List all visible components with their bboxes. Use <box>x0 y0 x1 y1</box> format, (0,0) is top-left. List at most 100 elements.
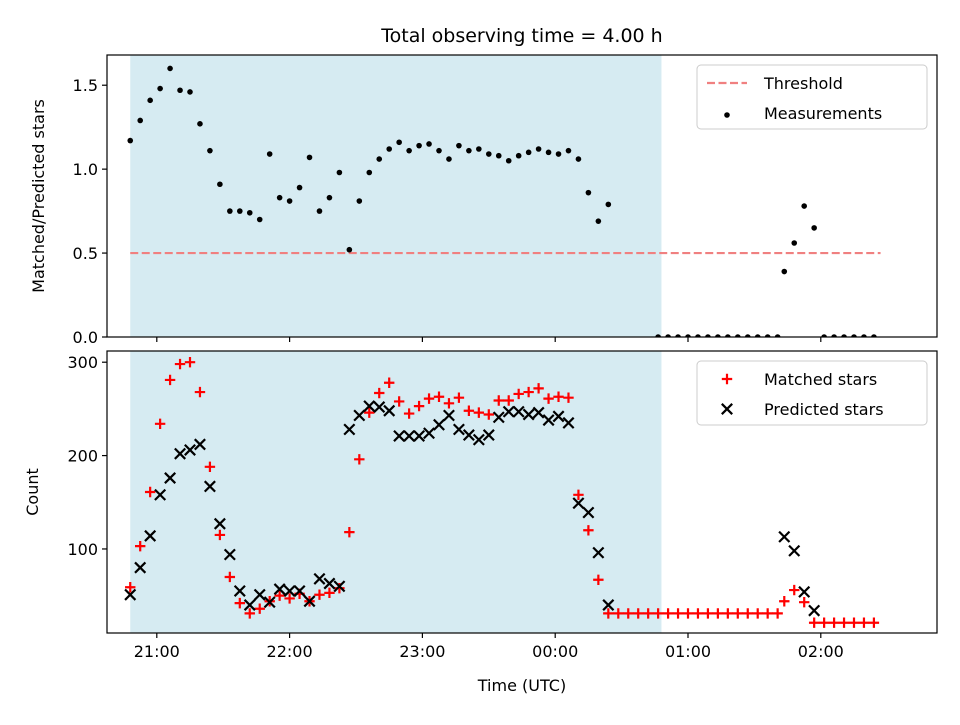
matched-star-point <box>868 617 880 628</box>
measurement-point <box>326 194 333 201</box>
matched-star-point <box>354 454 365 465</box>
measurement-point <box>585 189 592 196</box>
predicted-star-point <box>778 530 791 543</box>
legend-matched-swatch <box>721 373 733 385</box>
legend-box <box>696 360 928 426</box>
predicted-star-point <box>323 577 336 590</box>
measurement-point <box>725 334 731 337</box>
legend: Matched stars Predicted stars <box>696 360 928 426</box>
predicted-star-point <box>808 604 821 617</box>
matched-star-point <box>244 608 255 619</box>
matched-star-point <box>818 617 830 628</box>
predicted-star-point <box>572 497 585 510</box>
matched-star-point <box>563 392 574 403</box>
predicted-star-point <box>343 423 356 436</box>
predicted-star-point <box>293 585 306 597</box>
predicted-star-point <box>134 561 147 574</box>
y-tick-label: 300 <box>67 353 98 372</box>
legend-label: Measurements <box>764 104 882 123</box>
matched-star-point <box>642 608 654 619</box>
predicted-star-point <box>413 429 426 442</box>
matched-star-point <box>125 582 136 593</box>
measurement-point <box>177 87 183 94</box>
matched-star-point <box>463 405 475 416</box>
measurement-point <box>416 142 422 149</box>
legend-predicted-swatch <box>721 403 733 415</box>
predicted-star-point <box>383 404 396 417</box>
chart-title: Total observing time = 4.00 h <box>380 25 662 47</box>
measurement-point <box>515 152 522 159</box>
x-tick-label: 21:00 <box>134 642 180 661</box>
measurement-point <box>605 201 612 208</box>
predicted-star-point <box>552 410 565 423</box>
x-axis-label: Time (UTC) <box>477 676 566 695</box>
matched-star-point <box>204 461 216 472</box>
measurement-point <box>276 194 283 201</box>
matched-star-point <box>692 608 704 619</box>
matched-star-point <box>443 398 455 409</box>
matched-star-point <box>573 489 584 501</box>
matched-star-point <box>384 377 395 388</box>
measurement-point <box>774 334 781 337</box>
predicted-star-point <box>333 580 346 593</box>
matched-star-point <box>473 407 485 418</box>
predicted-star-point <box>373 401 386 414</box>
predicted-star-point <box>144 529 157 542</box>
measurement-point <box>705 334 711 337</box>
predicted-star-point <box>462 429 475 442</box>
matched-star-point <box>702 608 714 619</box>
matched-star-point <box>682 608 694 619</box>
measurement-point <box>137 117 143 124</box>
x-tick-label: 02:00 <box>798 642 844 661</box>
matched-star-point <box>154 418 166 430</box>
matched-star-point <box>453 392 465 403</box>
y-tick-label: 200 <box>67 447 98 466</box>
matched-star-point <box>314 589 325 600</box>
matched-star-point <box>722 608 734 619</box>
predicted-star-point <box>213 517 226 530</box>
predicted-star-point <box>798 585 811 598</box>
measurement-point <box>466 147 472 154</box>
measurement-point <box>356 198 363 204</box>
predicted-star-point <box>602 599 615 611</box>
measurement-point <box>227 208 233 214</box>
predicted-star-point <box>393 429 406 442</box>
measurement-point <box>237 208 243 214</box>
matched-star-point <box>234 597 245 609</box>
predicted-star-point <box>403 429 416 442</box>
matched-star-point <box>433 391 445 402</box>
predicted-star-point <box>193 438 206 451</box>
predicted-star-point <box>263 596 276 609</box>
matched-star-point <box>503 395 514 406</box>
y-axis-label: Count <box>23 468 42 516</box>
predicted-star-point <box>124 588 137 601</box>
matched-star-point <box>613 608 624 619</box>
measurement-point <box>555 151 562 157</box>
measurement-point <box>167 65 173 72</box>
matched-star-point <box>274 590 285 601</box>
y-tick-label: 0.0 <box>73 328 98 347</box>
y-tick-label: 0.5 <box>73 244 98 263</box>
measurement-point <box>396 139 402 146</box>
measurement-point <box>675 334 681 337</box>
measurement-point <box>535 146 542 152</box>
matched-star-point <box>413 400 425 412</box>
measurement-point <box>147 97 153 104</box>
predicted-star-point <box>442 409 455 422</box>
predicted-star-point <box>788 544 801 557</box>
matched-star-point <box>583 525 594 536</box>
matched-star-point <box>184 357 196 368</box>
measurement-point <box>217 181 223 188</box>
measurement-point <box>157 85 163 92</box>
measurement-point <box>446 156 452 162</box>
matched-star-point <box>779 596 790 607</box>
legend-label: Predicted stars <box>764 400 884 419</box>
measurement-point <box>764 334 771 337</box>
matched-star-point <box>214 529 226 541</box>
measurement-point <box>386 146 393 152</box>
measurement-point <box>871 334 877 337</box>
measurement-point <box>406 147 412 154</box>
predicted-star-point <box>532 406 545 419</box>
matched-star-point <box>808 617 820 628</box>
predicted-star-point <box>512 405 525 418</box>
